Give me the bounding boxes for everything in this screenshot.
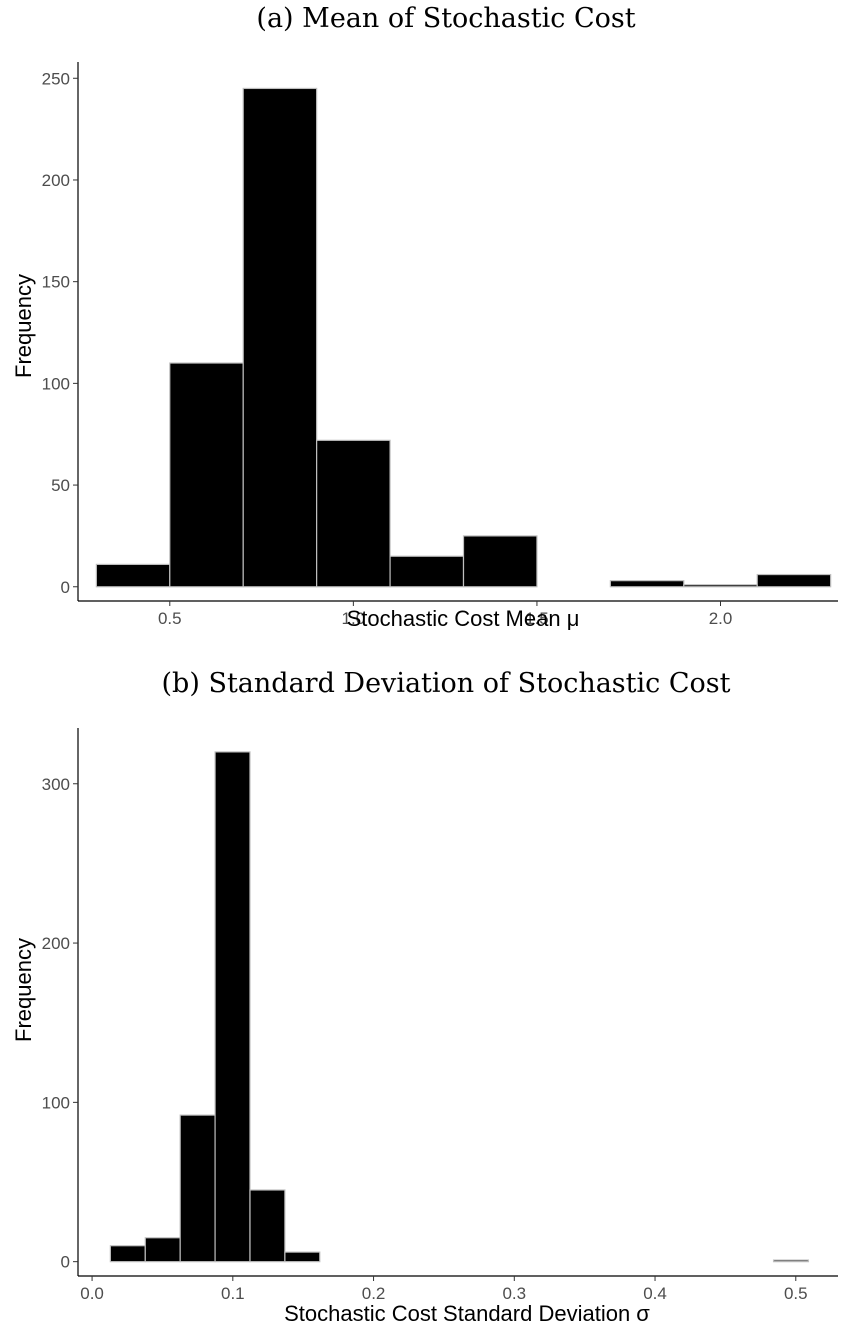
mean-histogram-bar (389, 555, 465, 588)
mean-histogram-y-axis-label: Frequency (11, 274, 36, 378)
sd-histogram-x-tick-label: 0.2 (362, 1284, 386, 1303)
sd-histogram-bar (109, 1245, 146, 1263)
sd-histogram-x-axis: 0.0 0.1 0.2 0.3 0.4 0.5 (78, 1275, 838, 1303)
sd-histogram-y-tick-label: 100 (42, 1093, 70, 1112)
sd-histogram-y-axis-label: Frequency (11, 938, 36, 1042)
sd-histogram-y-tick-label: 200 (42, 934, 70, 953)
sd-histogram-x-tick-label: 0.4 (643, 1284, 667, 1303)
mean-histogram-bar (169, 362, 244, 588)
sd-histogram-y-tick-label: 0 (61, 1253, 70, 1272)
mean-histogram-x-tick-label: 0.5 (158, 609, 182, 628)
sd-histogram-bar (179, 1114, 216, 1263)
mean-histogram-x-tick-label: 1.0 (342, 609, 366, 628)
sd-histogram-x-tick-label: 0.0 (80, 1284, 104, 1303)
mean-histogram-bar (242, 87, 318, 588)
sd-histogram-bar (214, 751, 251, 1263)
sd-histogram-x-tick-label: 0.5 (784, 1284, 808, 1303)
mean-histogram-x-axis: 0.5 1.0 1.5 2.0 (78, 600, 838, 628)
mean-histogram-bar (609, 580, 685, 588)
sd-histogram-y-tick-label: 300 (42, 775, 70, 794)
mean-histogram-y-tick-label: 250 (42, 69, 70, 88)
mean-histogram-panel: (a) Mean of Stochastic Cost 0 50 100 150 200… (11, 3, 838, 631)
mean-histogram-y-axis: 0 50 100 150 200 250 (42, 62, 79, 601)
mean-histogram-y-tick-label: 50 (51, 476, 70, 495)
sd-histogram-bar (144, 1237, 181, 1263)
mean-histogram-bar (95, 563, 171, 588)
mean-histogram-bars (95, 87, 832, 588)
mean-histogram-x-tick-label: 2.0 (709, 609, 733, 628)
mean-histogram-y-tick-label: 100 (42, 374, 70, 393)
sd-histogram-x-tick-label: 0.3 (502, 1284, 526, 1303)
mean-histogram-bar (756, 573, 832, 588)
sd-histogram-x-tick-label: 0.1 (221, 1284, 245, 1303)
mean-histogram-bar (316, 439, 391, 588)
sd-histogram-y-axis: 0 100 200 300 (42, 728, 79, 1276)
sd-histogram-bars (109, 751, 810, 1263)
mean-histogram-x-tick-label: 1.5 (525, 609, 549, 628)
sd-histogram-bar (772, 1259, 810, 1263)
mean-histogram-x-axis-label: Stochastic Cost Mean μ (347, 606, 580, 631)
mean-histogram-y-tick-label: 150 (42, 273, 70, 292)
sd-histogram-panel: (b) Standard Deviation of Stochastic Cos… (11, 668, 838, 1326)
mean-histogram-y-tick-label: 200 (42, 171, 70, 190)
mean-histogram-y-tick-label: 0 (61, 578, 70, 597)
mean-histogram-title: (a) Mean of Stochastic Cost (256, 3, 635, 34)
sd-histogram-bar (249, 1189, 286, 1263)
sd-histogram-bar (284, 1251, 321, 1263)
sd-histogram-title: (b) Standard Deviation of Stochastic Cos… (162, 668, 731, 699)
mean-histogram-bar (683, 584, 758, 588)
mean-histogram-bar (462, 535, 538, 588)
sd-histogram-x-axis-label: Stochastic Cost Standard Deviation σ (284, 1301, 650, 1326)
